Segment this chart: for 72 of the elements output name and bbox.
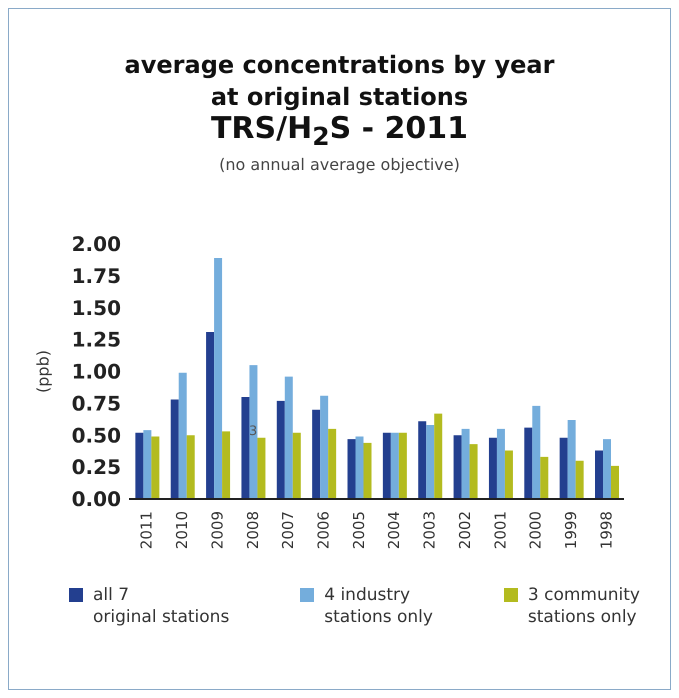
y-tick-label: 2.00 (72, 232, 121, 256)
x-tick-label: 2009 (208, 511, 226, 550)
x-tick-label: 1999 (562, 511, 580, 550)
chart-title: average concentrations by year at original stations TRS/H$_{2}$S - 2011 (124, 50, 556, 153)
x-tick-label: 2003 (420, 511, 439, 550)
y-tick-label: 1.75 (72, 264, 121, 288)
bar (398, 432, 407, 499)
y-tick-label: 1.00 (72, 360, 121, 384)
bar (434, 414, 442, 499)
chart-subtitle: (no annual average objective) (218, 155, 461, 174)
bar (454, 435, 462, 499)
bar (312, 410, 320, 499)
y-tick-label: 0.00 (72, 487, 121, 512)
bar (214, 258, 222, 499)
bar (524, 428, 532, 499)
bar (348, 439, 356, 499)
bar (151, 436, 160, 499)
bar (170, 400, 179, 499)
x-tick-label: 2005 (350, 511, 368, 550)
bar (222, 431, 230, 499)
bar (356, 436, 364, 499)
bar (418, 421, 426, 499)
bar (292, 432, 301, 499)
x-tick-label: 2007 (279, 511, 298, 550)
bar (206, 332, 214, 499)
bar (560, 438, 568, 499)
annotation: 3 (249, 424, 258, 439)
bar (595, 450, 604, 499)
bar (328, 428, 336, 499)
y-tick-label: 0.25 (72, 455, 121, 480)
y-axis-title: (ppb) (34, 350, 53, 393)
y-tick-label: 1.25 (72, 328, 121, 352)
legend-label: all 7 original stations (93, 584, 230, 628)
bar (320, 396, 328, 499)
bar (178, 372, 187, 499)
bar (186, 435, 195, 499)
x-tick-label: 2001 (491, 511, 510, 550)
bar (257, 438, 266, 499)
x-tick-label: 2010 (173, 511, 192, 550)
x-tick-label: 2008 (244, 511, 262, 550)
bar (426, 425, 434, 499)
bar (143, 430, 152, 499)
bar (504, 450, 513, 499)
bar (364, 442, 372, 499)
x-tick-label: 2006 (314, 511, 332, 550)
x-tick-label: 2000 (526, 511, 545, 550)
bar (603, 439, 612, 499)
bar (382, 432, 391, 499)
bar (249, 365, 258, 499)
y-tick-label: 0.50 (72, 423, 121, 448)
bar (470, 444, 478, 499)
legend-label: 4 industry stations only (324, 584, 433, 628)
x-tick-label: 2011 (138, 511, 156, 550)
x-tick-label: 2002 (456, 511, 474, 550)
bar (462, 428, 470, 499)
bar (135, 432, 144, 499)
y-tick-label: 1.50 (72, 296, 121, 320)
bar (488, 438, 497, 499)
legend-label: 3 community stations only (528, 584, 640, 628)
bar (576, 460, 584, 499)
bar (284, 376, 293, 499)
y-tick-label: 0.75 (72, 391, 121, 416)
bar (276, 400, 285, 499)
x-tick-label: 2004 (385, 511, 404, 550)
bar (568, 420, 576, 499)
bar (390, 432, 399, 499)
bar (241, 397, 250, 499)
bar (532, 406, 540, 499)
bar (496, 428, 505, 499)
x-tick-label: 1998 (597, 511, 616, 550)
bar (611, 466, 620, 499)
bar (540, 456, 548, 499)
